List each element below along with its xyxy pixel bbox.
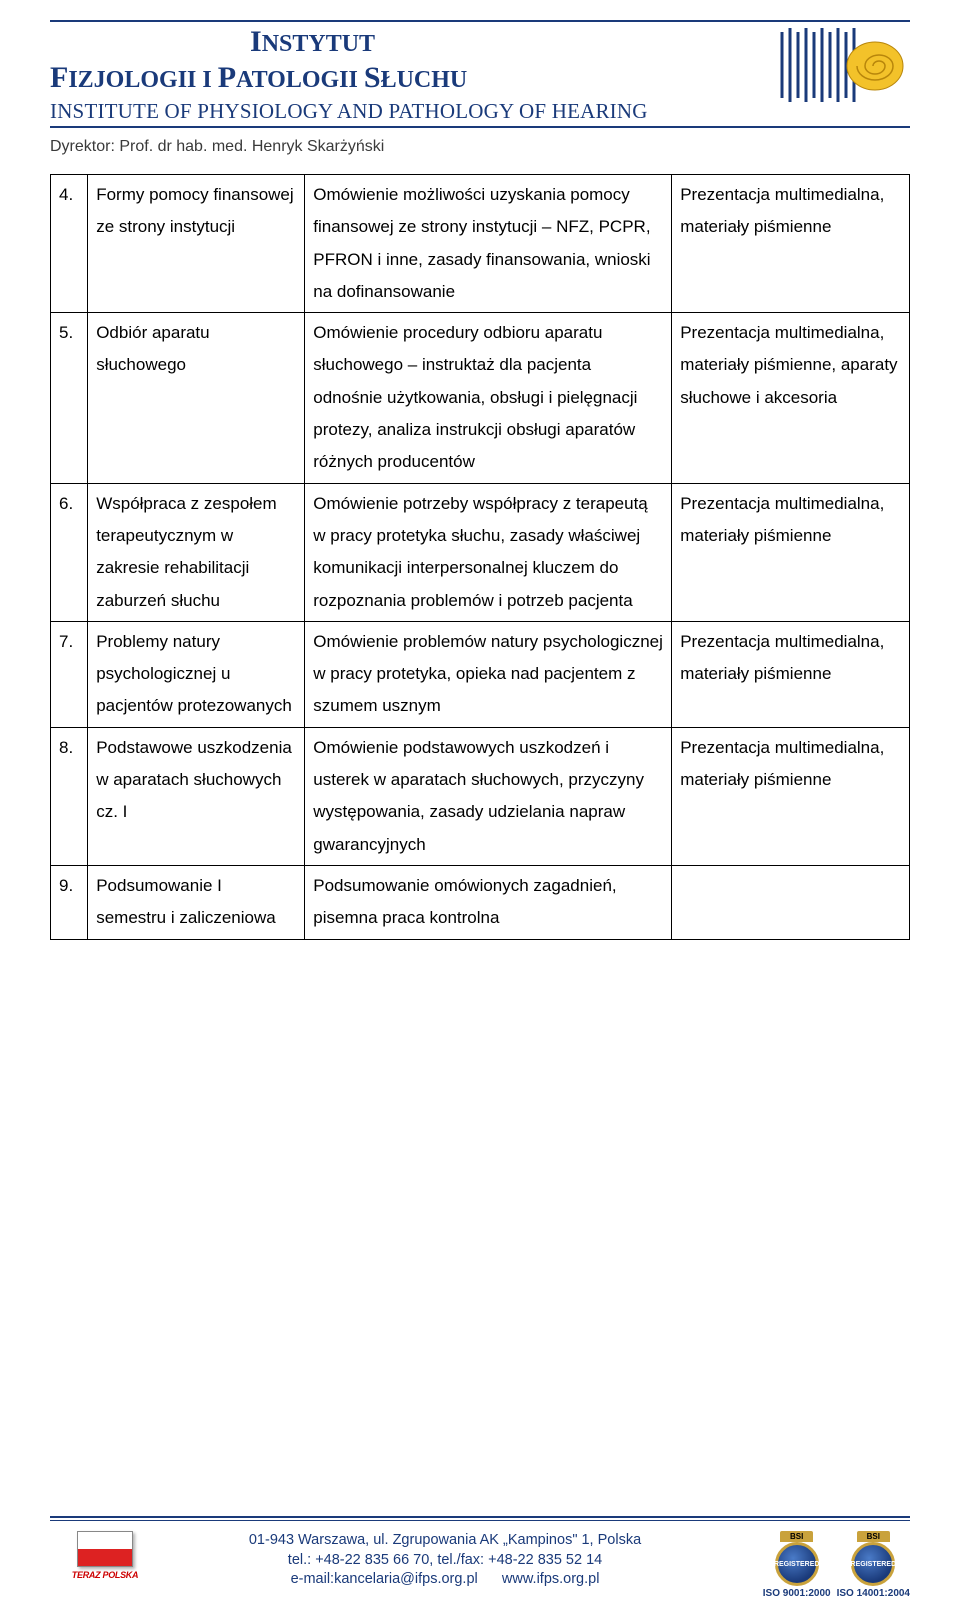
row-description: Omówienie podstawowych uszkodzeń i uster…: [305, 727, 672, 865]
row-topic: Współpraca z zespołem terapeutycznym w z…: [88, 483, 305, 621]
row-number: 4.: [51, 175, 88, 313]
row-topic: Problemy natury psychologicznej u pacjen…: [88, 621, 305, 727]
teraz-polska-label: TERAZ POLSKA: [72, 1570, 138, 1580]
row-description: Omówienie procedury odbioru aparatu słuc…: [305, 313, 672, 483]
row-topic: Podsumowanie I semestru i zaliczeniowa: [88, 865, 305, 939]
row-media: Prezentacja multimedialna, materiały piś…: [672, 621, 910, 727]
row-media: Prezentacja multimedialna, materiały piś…: [672, 313, 910, 483]
row-description: Omówienie możliwości uzyskania pomocy fi…: [305, 175, 672, 313]
row-topic: Formy pomocy finansowej ze strony instyt…: [88, 175, 305, 313]
row-media: Prezentacja multimedialna, materiały piś…: [672, 483, 910, 621]
table-row: 8.Podstawowe uszkodzenia w aparatach słu…: [51, 727, 910, 865]
row-description: Podsumowanie omówionych zagadnień, pisem…: [305, 865, 672, 939]
row-description: Omówienie problemów natury psychologiczn…: [305, 621, 672, 727]
table-row: 9.Podsumowanie I semestru i zaliczeniowa…: [51, 865, 910, 939]
row-number: 5.: [51, 313, 88, 483]
footer-contact: 01-943 Warszawa, ul. Zgrupowania AK „Kam…: [160, 1531, 730, 1590]
row-topic: Podstawowe uszkodzenia w aparatach słuch…: [88, 727, 305, 865]
footer: TERAZ POLSKA 01-943 Warszawa, ul. Zgrupo…: [50, 1516, 910, 1599]
table-row: 5.Odbiór aparatu słuchowegoOmówienie pro…: [51, 313, 910, 483]
table-row: 7.Problemy natury psychologicznej u pacj…: [51, 621, 910, 727]
poland-flag-icon: [77, 1531, 133, 1567]
course-table: 4.Formy pomocy finansowej ze strony inst…: [50, 174, 910, 940]
row-media: Prezentacja multimedialna, materiały piś…: [672, 727, 910, 865]
institute-logo: [780, 26, 910, 104]
letterhead: INSTYTUT FIZJOLOGII I PATOLOGII SŁUCHU I…: [50, 20, 910, 128]
row-number: 8.: [51, 727, 88, 865]
row-media: Prezentacja multimedialna, materiały piś…: [672, 175, 910, 313]
row-number: 9.: [51, 865, 88, 939]
director-line: Dyrektor: Prof. dr hab. med. Henryk Skar…: [50, 138, 910, 156]
table-row: 4.Formy pomocy finansowej ze strony inst…: [51, 175, 910, 313]
row-topic: Odbiór aparatu słuchowego: [88, 313, 305, 483]
row-number: 7.: [51, 621, 88, 727]
bsi-badge-icon: REGISTERED: [775, 1542, 819, 1586]
row-description: Omówienie potrzeby współpracy z terapeut…: [305, 483, 672, 621]
iso-badges: BSI REGISTERED ISO 9001:2000 BSI REGISTE…: [730, 1531, 910, 1599]
table-row: 6.Współpraca z zespołem terapeutycznym w…: [51, 483, 910, 621]
bsi-badge-icon: REGISTERED: [851, 1542, 895, 1586]
row-media: [672, 865, 910, 939]
row-number: 6.: [51, 483, 88, 621]
